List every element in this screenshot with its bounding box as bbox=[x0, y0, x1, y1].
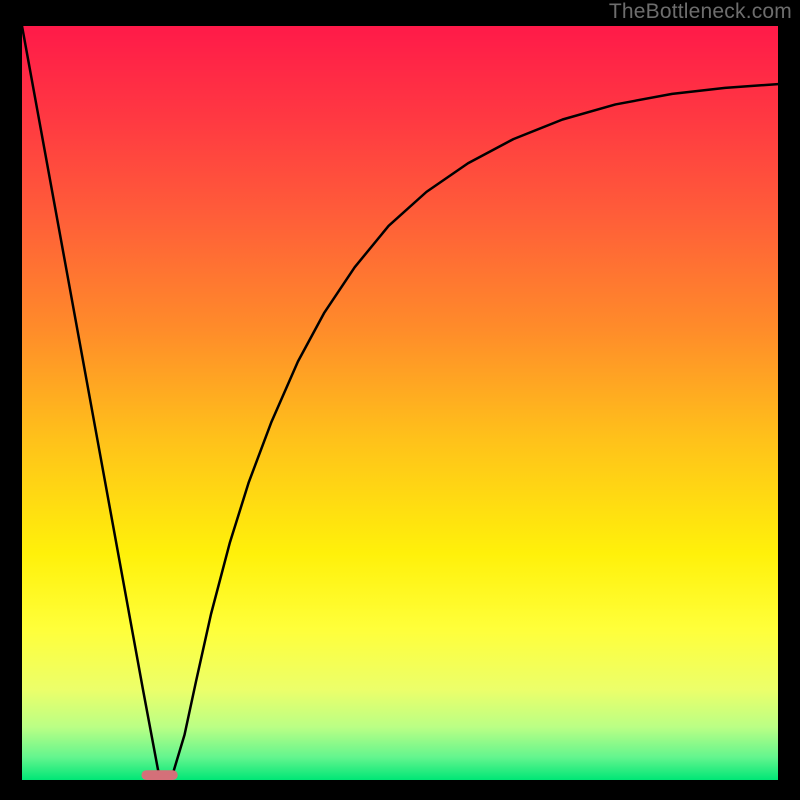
chart-frame: TheBottleneck.com bbox=[0, 0, 800, 800]
plot-area bbox=[22, 26, 778, 780]
min-marker bbox=[141, 770, 177, 780]
chart-svg bbox=[22, 26, 778, 780]
watermark-text: TheBottleneck.com bbox=[609, 0, 792, 24]
bottleneck-curve bbox=[22, 26, 778, 776]
